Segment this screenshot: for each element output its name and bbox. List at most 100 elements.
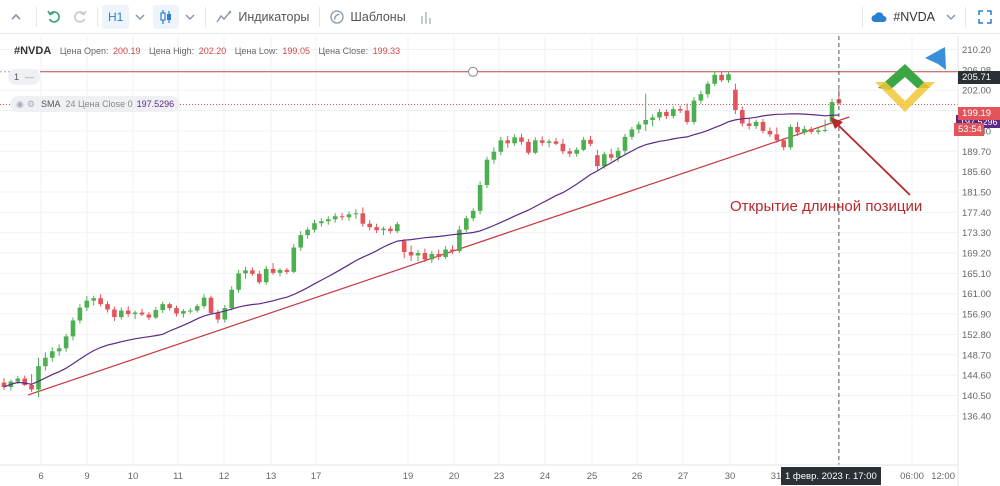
candle (125, 306, 131, 318)
settings-gear-icon[interactable]: ⚙ (26, 98, 35, 109)
templates-button[interactable]: Шаблоны (324, 0, 411, 34)
chart-type-chevron-down-icon[interactable] (179, 0, 201, 34)
candle-body (305, 229, 310, 236)
candle (767, 127, 773, 137)
candle-body (236, 273, 241, 290)
candle-body (395, 224, 400, 232)
candle (671, 106, 676, 119)
candle (250, 267, 255, 276)
candle-body (802, 128, 807, 133)
candle (326, 216, 331, 225)
candle (422, 248, 428, 262)
candle (684, 103, 690, 125)
candle-body (139, 312, 145, 315)
candle (112, 306, 117, 321)
sma-indicator-pill[interactable]: ◉ ⚙ SMA 24 Цена Close 0 197.5296 (10, 96, 181, 112)
price-tick-label: 136.40 (962, 411, 991, 422)
candle-body (188, 310, 193, 312)
hline-pill[interactable]: 1 — (8, 69, 41, 85)
candle (77, 304, 83, 324)
legend-open-label: Цена Open: (59, 46, 109, 56)
legend-close-value: 199.33 (372, 46, 401, 56)
candle (291, 244, 297, 274)
candle (84, 296, 90, 312)
candle-body (671, 109, 676, 117)
candle (222, 305, 228, 323)
time-axis[interactable]: 6 9 10 11 12 13 17 19 20 23 24 25 26 27 30 31 06:00 12:00 (0, 464, 958, 482)
candle (1, 378, 7, 390)
candle-body (491, 151, 497, 160)
candle-body (374, 227, 379, 231)
candle (236, 269, 241, 293)
chart-type-button[interactable] (153, 4, 180, 29)
timeframe-button[interactable]: H1 (102, 4, 130, 29)
candle-body (822, 129, 828, 131)
candle-body (795, 126, 800, 133)
candle-body (346, 214, 352, 218)
candle (277, 268, 283, 277)
price-axis[interactable]: 210.20206.08202.00197.86193.80189.70185.… (957, 36, 991, 486)
sma-line (3, 113, 839, 388)
candle-body (415, 253, 421, 256)
indicators-button[interactable]: Индикаторы (210, 0, 315, 34)
price-tick-label: 156.90 (962, 310, 991, 321)
candle (408, 245, 414, 261)
candle-body (319, 221, 324, 224)
candles (1, 71, 842, 397)
visibility-eye-icon[interactable]: ◉ (16, 98, 24, 109)
candle-body (15, 378, 21, 382)
candle-body (698, 94, 704, 101)
candle (429, 251, 435, 263)
toolbar-divider (205, 6, 207, 27)
legend-low-value: 199.05 (282, 46, 310, 56)
candle (705, 81, 711, 98)
candle (146, 312, 152, 321)
candle (22, 375, 27, 387)
candle (132, 310, 138, 320)
candle (795, 121, 800, 136)
candle (181, 309, 186, 318)
candle (588, 135, 593, 147)
candle (760, 118, 766, 134)
candle-body (774, 134, 780, 141)
candle (374, 223, 379, 234)
templates-label: Шаблоны (350, 9, 406, 24)
toolbar-divider (862, 7, 864, 27)
candle-body (277, 269, 283, 273)
collapse-chevron-up-icon[interactable] (0, 0, 32, 34)
redo-icon[interactable] (67, 0, 93, 34)
chart-toolbar: H1 Индикаторы Шаблоны #NVDA (0, 0, 1000, 34)
candle-body (470, 210, 476, 219)
legend-high-label: Цена High: (149, 46, 195, 56)
candle-body (636, 124, 642, 130)
candle-body (112, 309, 117, 318)
indicators-icon (216, 10, 232, 22)
fullscreen-icon[interactable] (970, 0, 1000, 34)
symbol-selector[interactable]: #NVDA (867, 0, 961, 34)
price-tick-label: 165.10 (962, 269, 991, 280)
candle (91, 295, 96, 306)
candle (464, 215, 469, 233)
candle-body (312, 223, 317, 230)
candle (43, 352, 48, 371)
candle (319, 218, 324, 227)
hline-price-tag: 205.71 (958, 71, 1000, 84)
timeframe-chevron-down-icon[interactable] (129, 0, 151, 34)
candle (284, 267, 290, 275)
volume-bars-icon[interactable] (412, 0, 440, 34)
symbol-chevron-down-icon (946, 14, 956, 21)
candle (477, 181, 483, 215)
toolbar-divider (319, 6, 321, 27)
candle (339, 212, 345, 221)
candle-body (401, 241, 407, 253)
candle-body (360, 213, 366, 224)
logo-blue-arrow (925, 47, 946, 70)
candle (608, 148, 614, 161)
candle-body (408, 252, 414, 256)
candle-body (381, 228, 386, 231)
undo-icon[interactable] (41, 0, 67, 34)
candle (243, 266, 248, 279)
candle (650, 114, 655, 127)
candle-body (705, 83, 711, 95)
